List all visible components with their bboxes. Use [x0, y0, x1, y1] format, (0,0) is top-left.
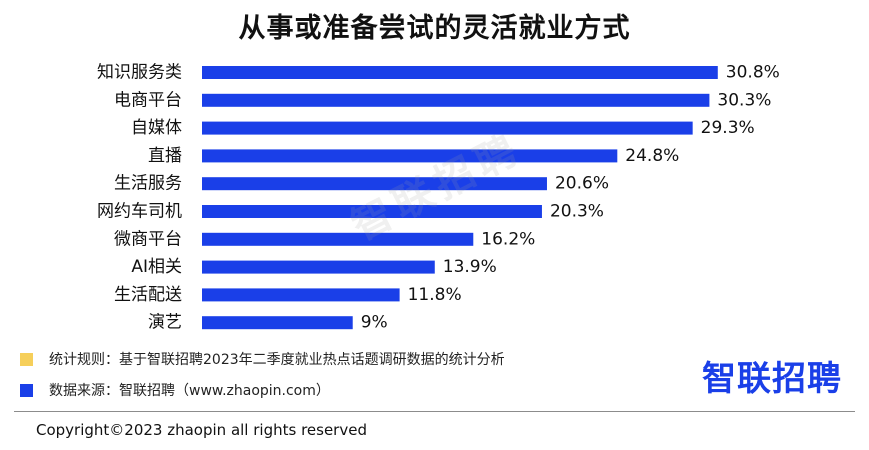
legend-source: 数据来源：智联招聘（www.zhaopin.com） [20, 380, 330, 400]
value-label: 11.8% [408, 285, 462, 305]
bar [202, 66, 718, 79]
value-label: 29.3% [701, 118, 755, 138]
chart-title: 从事或准备尝试的灵活就业方式 [238, 13, 631, 44]
category-label: 电商平台 [114, 90, 182, 110]
bar [202, 260, 435, 274]
bar [202, 288, 400, 302]
legend-rule-text: 统计规则：基于智联招聘2023年二季度就业热点话题调研数据的统计分析 [49, 352, 505, 368]
category-label: 网约车司机 [97, 202, 182, 222]
value-label: 13.9% [443, 257, 497, 277]
bar [202, 177, 547, 191]
bar [202, 149, 618, 163]
bar [202, 205, 542, 218]
category-label: 知识服务类 [97, 63, 182, 83]
legend-source-swatch [20, 383, 33, 397]
bar [202, 316, 353, 330]
value-label: 9% [361, 313, 388, 333]
bar [202, 93, 710, 107]
copyright-text: Copyright©2023 zhaopin all rights reserv… [36, 421, 367, 439]
legend-source-text: 数据来源：智联招聘（www.zhaopin.com） [49, 383, 330, 399]
category-label: 生活服务 [114, 174, 182, 194]
category-label: 微商平台 [114, 229, 182, 249]
category-label: 自媒体 [131, 118, 182, 138]
value-label: 24.8% [625, 146, 679, 166]
category-label: 生活配送 [114, 285, 182, 305]
legend-rule: 统计规则：基于智联招聘2023年二季度就业热点话题调研数据的统计分析 [20, 349, 505, 369]
bar [202, 232, 474, 246]
bar [202, 121, 693, 135]
category-label: 直播 [148, 146, 182, 166]
value-label: 30.8% [726, 63, 780, 83]
brand-logo: 智联招聘 [702, 359, 842, 399]
value-label: 30.3% [717, 90, 771, 110]
legend-rule-swatch [20, 352, 33, 366]
category-label: AI相关 [131, 257, 182, 277]
value-label: 20.3% [550, 202, 604, 222]
footer-divider [14, 411, 855, 412]
value-label: 20.6% [555, 174, 609, 194]
value-label: 16.2% [481, 229, 535, 249]
bar-chart: 知识服务类 30.8% 电商平台 30.3% 自媒体 29.3% 直播 24.8% 生活服务 20… [97, 63, 780, 333]
category-label: 演艺 [148, 313, 182, 333]
